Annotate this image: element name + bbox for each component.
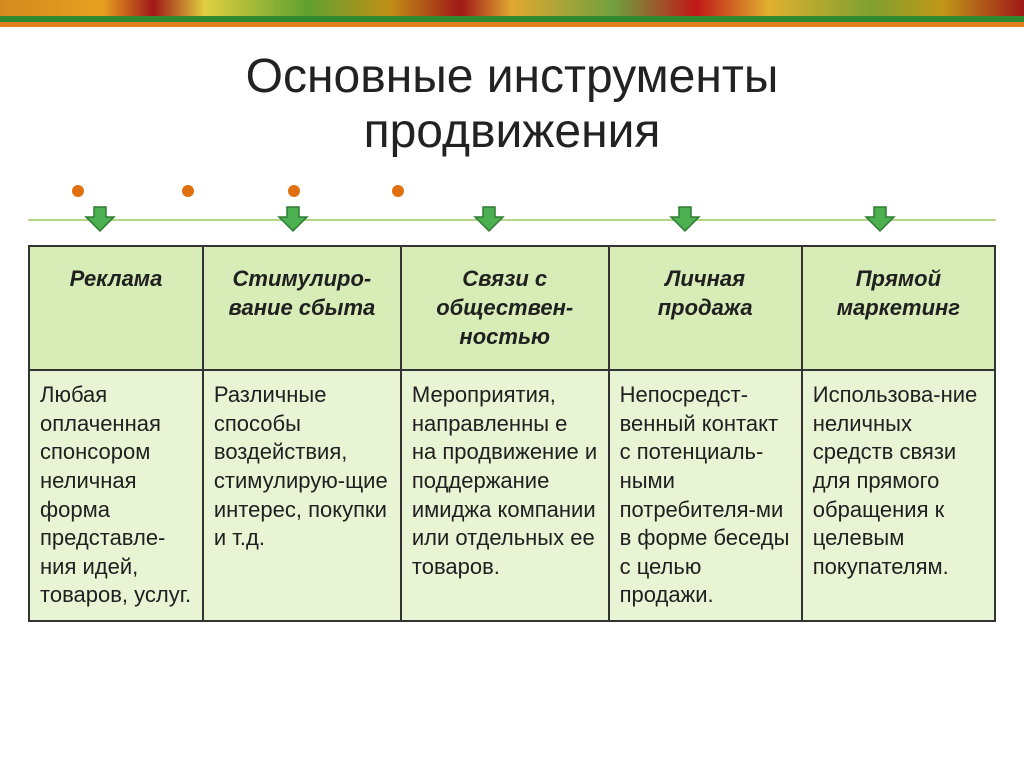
tools-table-header: Стимулиро-вание сбыта [203, 246, 401, 370]
tools-table: РекламаСтимулиро-вание сбытаСвязи с обще… [28, 245, 996, 622]
arrows-row [0, 203, 1024, 239]
tools-table-header: Личная продажа [609, 246, 802, 370]
tools-table-body-row: Любая оплаченная спонсором неличная форм… [29, 370, 995, 621]
tools-table-cell: Мероприятия, направленны е на продвижени… [401, 370, 609, 621]
title-line-2: продвижения [364, 105, 661, 158]
orange-rule [0, 22, 1024, 27]
tools-table-wrap: РекламаСтимулиро-вание сбытаСвязи с обще… [28, 245, 996, 622]
tools-table-cell: Использова-ние неличных средств связи дл… [802, 370, 995, 621]
title-line-1: Основные инструменты [246, 50, 779, 103]
slide-title: Основные инструменты продвижения [0, 49, 1024, 159]
tools-table-header-row: РекламаСтимулиро-вание сбытаСвязи с обще… [29, 246, 995, 370]
decorative-top-banner [0, 0, 1024, 16]
down-arrow-icon [277, 205, 309, 233]
accent-dot [182, 185, 194, 197]
accent-dot [288, 185, 300, 197]
tools-table-header: Реклама [29, 246, 203, 370]
tools-table-cell: Любая оплаченная спонсором неличная форм… [29, 370, 203, 621]
dots-row [40, 179, 984, 199]
tools-table-cell: Различные способы воздействия, стимулиру… [203, 370, 401, 621]
down-arrow-icon [84, 205, 116, 233]
tools-table-cell: Непосредст-венный контакт с потенциаль-н… [609, 370, 802, 621]
tools-table-header: Связи с обществен-ностью [401, 246, 609, 370]
down-arrow-icon [473, 205, 505, 233]
down-arrow-icon [864, 205, 896, 233]
accent-dot [72, 185, 84, 197]
tools-table-header: Прямой маркетинг [802, 246, 995, 370]
down-arrow-icon [669, 205, 701, 233]
accent-dot [392, 185, 404, 197]
